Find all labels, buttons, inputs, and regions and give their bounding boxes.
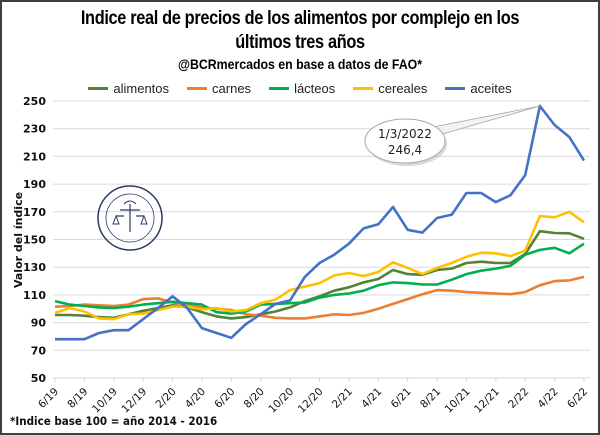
legend-item-lácteos: lácteos xyxy=(269,81,335,96)
callout-bubble xyxy=(364,118,446,164)
x-tick-label: 2/20 xyxy=(154,386,179,411)
y-tick-label: 90 xyxy=(31,317,47,330)
x-tick-label: 8/21 xyxy=(418,386,443,411)
callout-value: 246,4 xyxy=(388,143,422,157)
legend-label: carnes xyxy=(212,81,252,96)
x-tick-label: 4/22 xyxy=(536,386,561,411)
y-tick-label: 150 xyxy=(23,234,46,247)
legend-swatch xyxy=(187,87,208,90)
x-tick-label: 12/21 xyxy=(472,386,502,416)
legend: alimentos carnes lácteos cereales aceites xyxy=(0,81,600,96)
legend-item-alimentos: alimentos xyxy=(88,81,169,96)
legend-label: aceites xyxy=(470,81,512,96)
series-line-aceites xyxy=(55,104,586,341)
footnote: *Indice base 100 = año 2014 - 2016 xyxy=(10,414,218,428)
watermark-logo xyxy=(97,185,163,251)
callout-date: 1/3/2022 xyxy=(378,127,432,141)
legend-swatch xyxy=(445,87,466,90)
legend-label: lácteos xyxy=(294,81,336,96)
legend-swatch xyxy=(269,87,290,90)
series-line-lácteos xyxy=(54,242,585,315)
x-tick-label: 6/20 xyxy=(212,386,237,411)
annotation-callout: 1/3/2022 246,4 xyxy=(364,105,541,166)
legend-item-cereales: cereales xyxy=(353,81,427,96)
x-tick-label: 10/20 xyxy=(266,386,296,416)
legend-label: cereales xyxy=(378,81,428,96)
x-tick-label: 8/20 xyxy=(242,386,267,411)
x-tick-label: 12/20 xyxy=(296,386,326,416)
series-line-cereales xyxy=(54,210,585,321)
x-tick-label: 2/22 xyxy=(506,386,531,411)
y-tick-label: 230 xyxy=(23,123,46,136)
x-tick-label: 8/19 xyxy=(65,386,90,411)
y-tick-label: 190 xyxy=(23,178,46,191)
y-tick-label: 210 xyxy=(23,150,46,163)
x-tick-label: 4/21 xyxy=(359,386,384,411)
x-tick-label: 2/21 xyxy=(330,386,355,411)
legend-swatch xyxy=(353,87,374,90)
legend-item-carnes: carnes xyxy=(187,81,251,96)
x-tick-label: 4/20 xyxy=(183,386,208,411)
gridlines xyxy=(53,100,590,379)
series-line-carnes xyxy=(54,275,585,320)
x-tick-label: 10/19 xyxy=(90,386,120,416)
legend-swatch xyxy=(88,87,109,90)
y-axis-label: Valor del índice xyxy=(12,192,25,288)
chart-title-line2: últimos tres años xyxy=(235,32,365,53)
y-tick-label: 110 xyxy=(23,289,46,302)
legend-item-aceites: aceites xyxy=(445,81,512,96)
x-tick-label: 12/19 xyxy=(119,386,149,416)
chart-title-line1: Indice real de precios de los alimentos … xyxy=(80,8,520,29)
legend-label: alimentos xyxy=(113,81,170,96)
y-tick-label: 170 xyxy=(23,206,46,219)
x-tick-label: 6/19 xyxy=(36,386,61,411)
series-lines xyxy=(54,104,586,341)
y-tick-label: 70 xyxy=(31,344,47,357)
x-tick-label: 10/21 xyxy=(443,386,473,416)
y-tick-label: 250 xyxy=(23,95,46,108)
chart-subtitle: @BCRmercados en base a datos de FAO* xyxy=(177,56,423,72)
callout-pointer xyxy=(432,105,541,136)
x-tick-label: 6/22 xyxy=(565,386,590,411)
x-tick-label: 6/21 xyxy=(389,386,414,411)
y-tick-label: 50 xyxy=(31,372,47,385)
y-axis-ticks: 50 70 90 110 130 150 170 190 210 230 250 xyxy=(23,95,46,385)
series-line-alimentos xyxy=(55,229,585,320)
y-tick-label: 130 xyxy=(23,261,46,274)
x-axis-ticks: 6/19 8/19 10/19 12/19 2/20 4/20 6/20 8/20 10/20 1… xyxy=(36,378,590,416)
